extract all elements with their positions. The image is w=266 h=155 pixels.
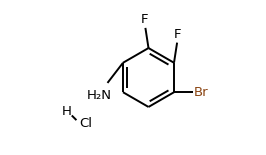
Text: F: F xyxy=(141,13,148,26)
Text: F: F xyxy=(174,28,182,41)
Text: Cl: Cl xyxy=(80,117,93,130)
Text: H: H xyxy=(62,105,72,118)
Text: Br: Br xyxy=(193,86,208,99)
Text: H₂N: H₂N xyxy=(86,89,111,102)
